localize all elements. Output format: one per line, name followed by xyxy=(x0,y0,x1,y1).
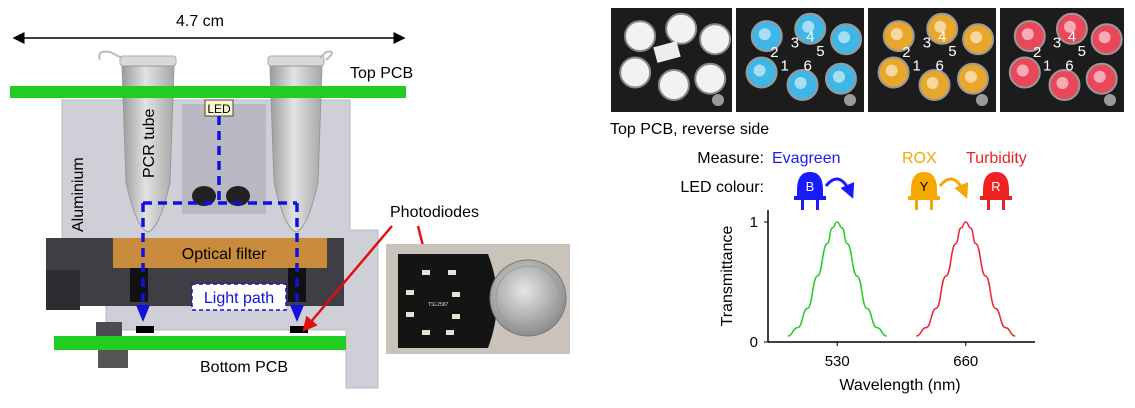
pcb-well xyxy=(665,12,698,45)
photodiode-left xyxy=(136,326,154,333)
base-slot-left xyxy=(46,270,80,310)
pcr-tube-right xyxy=(267,50,333,233)
instrument-schematic: 4.7 cm Optical filter Top PCB xyxy=(10,13,570,389)
x-axis-title: Wavelength (nm) xyxy=(839,377,960,394)
x-tick-label: 530 xyxy=(825,353,850,370)
measure-label: Measure: xyxy=(697,150,764,167)
red-led-letter: R xyxy=(991,179,1000,194)
red-led-icon: R xyxy=(980,172,1012,210)
optical-filter-label: Optical filter xyxy=(182,246,267,263)
x-tick-label: 660 xyxy=(953,353,978,370)
turbidity-label: Turbidity xyxy=(966,150,1027,167)
well-number: 3 xyxy=(791,35,799,52)
coin xyxy=(489,259,567,337)
pcr-tube-label: PCR tube xyxy=(141,109,158,178)
well-number: 1 xyxy=(1043,57,1051,74)
aluminium-label: Aluminium xyxy=(70,157,87,232)
well-number: 6 xyxy=(804,57,812,74)
light-path-label: Light path xyxy=(204,290,274,307)
photo-panel-3: 123 456 xyxy=(868,8,996,112)
bottom-connector-top xyxy=(96,322,122,336)
evagreen-label: Evagreen xyxy=(772,150,841,167)
led-legend: Measure: LED colour: Evagreen ROX Turbid… xyxy=(680,150,1027,210)
pcb-well xyxy=(624,20,657,53)
light-path-box xyxy=(191,283,287,311)
pillar-left xyxy=(130,268,148,302)
led-component xyxy=(653,41,681,63)
blue-led-letter: B xyxy=(806,179,815,194)
dimension-label: 4.7 cm xyxy=(176,13,224,30)
photodiode-right xyxy=(290,326,308,333)
well-number: 4 xyxy=(1068,28,1076,45)
light-path-route xyxy=(141,116,299,316)
pcb-well xyxy=(619,56,652,89)
well-number: 4 xyxy=(938,28,946,45)
transmittance-chart: 530 660 0 1 Transmittance Wavelength (nm) xyxy=(719,210,1035,394)
bottom-pcb-label: Bottom PCB xyxy=(200,359,288,376)
rox-label: ROX xyxy=(902,150,937,167)
photodiode-board-photo: TSL2587 xyxy=(386,244,570,354)
well-number: 2 xyxy=(1033,44,1041,61)
optical-filter xyxy=(113,238,327,268)
well-number: 3 xyxy=(923,35,931,52)
led-label: LED xyxy=(207,102,231,116)
top-pcb-photos: 123 456 123 456 123 456 Top PCB, reverse side xyxy=(610,8,1124,138)
photo-panel-1 xyxy=(611,8,732,112)
well-number: 2 xyxy=(770,44,778,61)
photodiode-board-text: TSL2587 xyxy=(428,302,449,308)
well-number: 1 xyxy=(780,57,788,74)
y-tick-label: 1 xyxy=(750,214,758,231)
pcb-well xyxy=(657,68,690,101)
photodiodes-pointer-main xyxy=(302,225,393,332)
y-axis-title: Transmittance xyxy=(719,226,736,327)
pcr-tube-left xyxy=(98,50,177,233)
transmittance-curve-1 xyxy=(787,221,887,337)
well-number: 5 xyxy=(948,43,956,60)
pcb-well xyxy=(694,62,727,95)
yellow-led-letter: Y xyxy=(920,179,929,194)
port-left xyxy=(192,186,216,206)
well-number: 1 xyxy=(912,57,920,74)
photodiodes-label: Photodiodes xyxy=(390,204,479,221)
well-number: 3 xyxy=(1053,35,1061,52)
top-pcb-label: Top PCB xyxy=(350,65,413,82)
well-number: 6 xyxy=(936,57,944,74)
photo-panel-4: 123 456 xyxy=(1000,8,1124,112)
well-number: 4 xyxy=(806,28,814,45)
well-number: 2 xyxy=(902,44,910,61)
pcb-well xyxy=(699,23,732,56)
light-path-arrow-right xyxy=(290,305,304,322)
photos-caption: Top PCB, reverse side xyxy=(610,121,769,138)
photo-panel-2: 123 456 xyxy=(736,8,864,112)
well-number: 5 xyxy=(1078,43,1086,60)
blue-emission-arrow xyxy=(824,177,855,199)
top-pcb xyxy=(10,86,406,98)
bottom-connector xyxy=(98,350,128,368)
yellow-led-icon: Y xyxy=(908,172,940,210)
port-right xyxy=(226,186,250,206)
transmittance-curve-2 xyxy=(916,221,1016,337)
y-tick-label: 0 xyxy=(750,334,758,351)
bottom-pcb xyxy=(54,336,346,350)
light-path-arrow-left xyxy=(136,305,150,322)
blue-led-icon: B xyxy=(794,172,826,210)
yellow-emission-arrow xyxy=(938,177,969,199)
led-colour-label: LED colour: xyxy=(680,179,764,196)
well-number: 5 xyxy=(816,43,824,60)
well-number: 6 xyxy=(1065,57,1073,74)
